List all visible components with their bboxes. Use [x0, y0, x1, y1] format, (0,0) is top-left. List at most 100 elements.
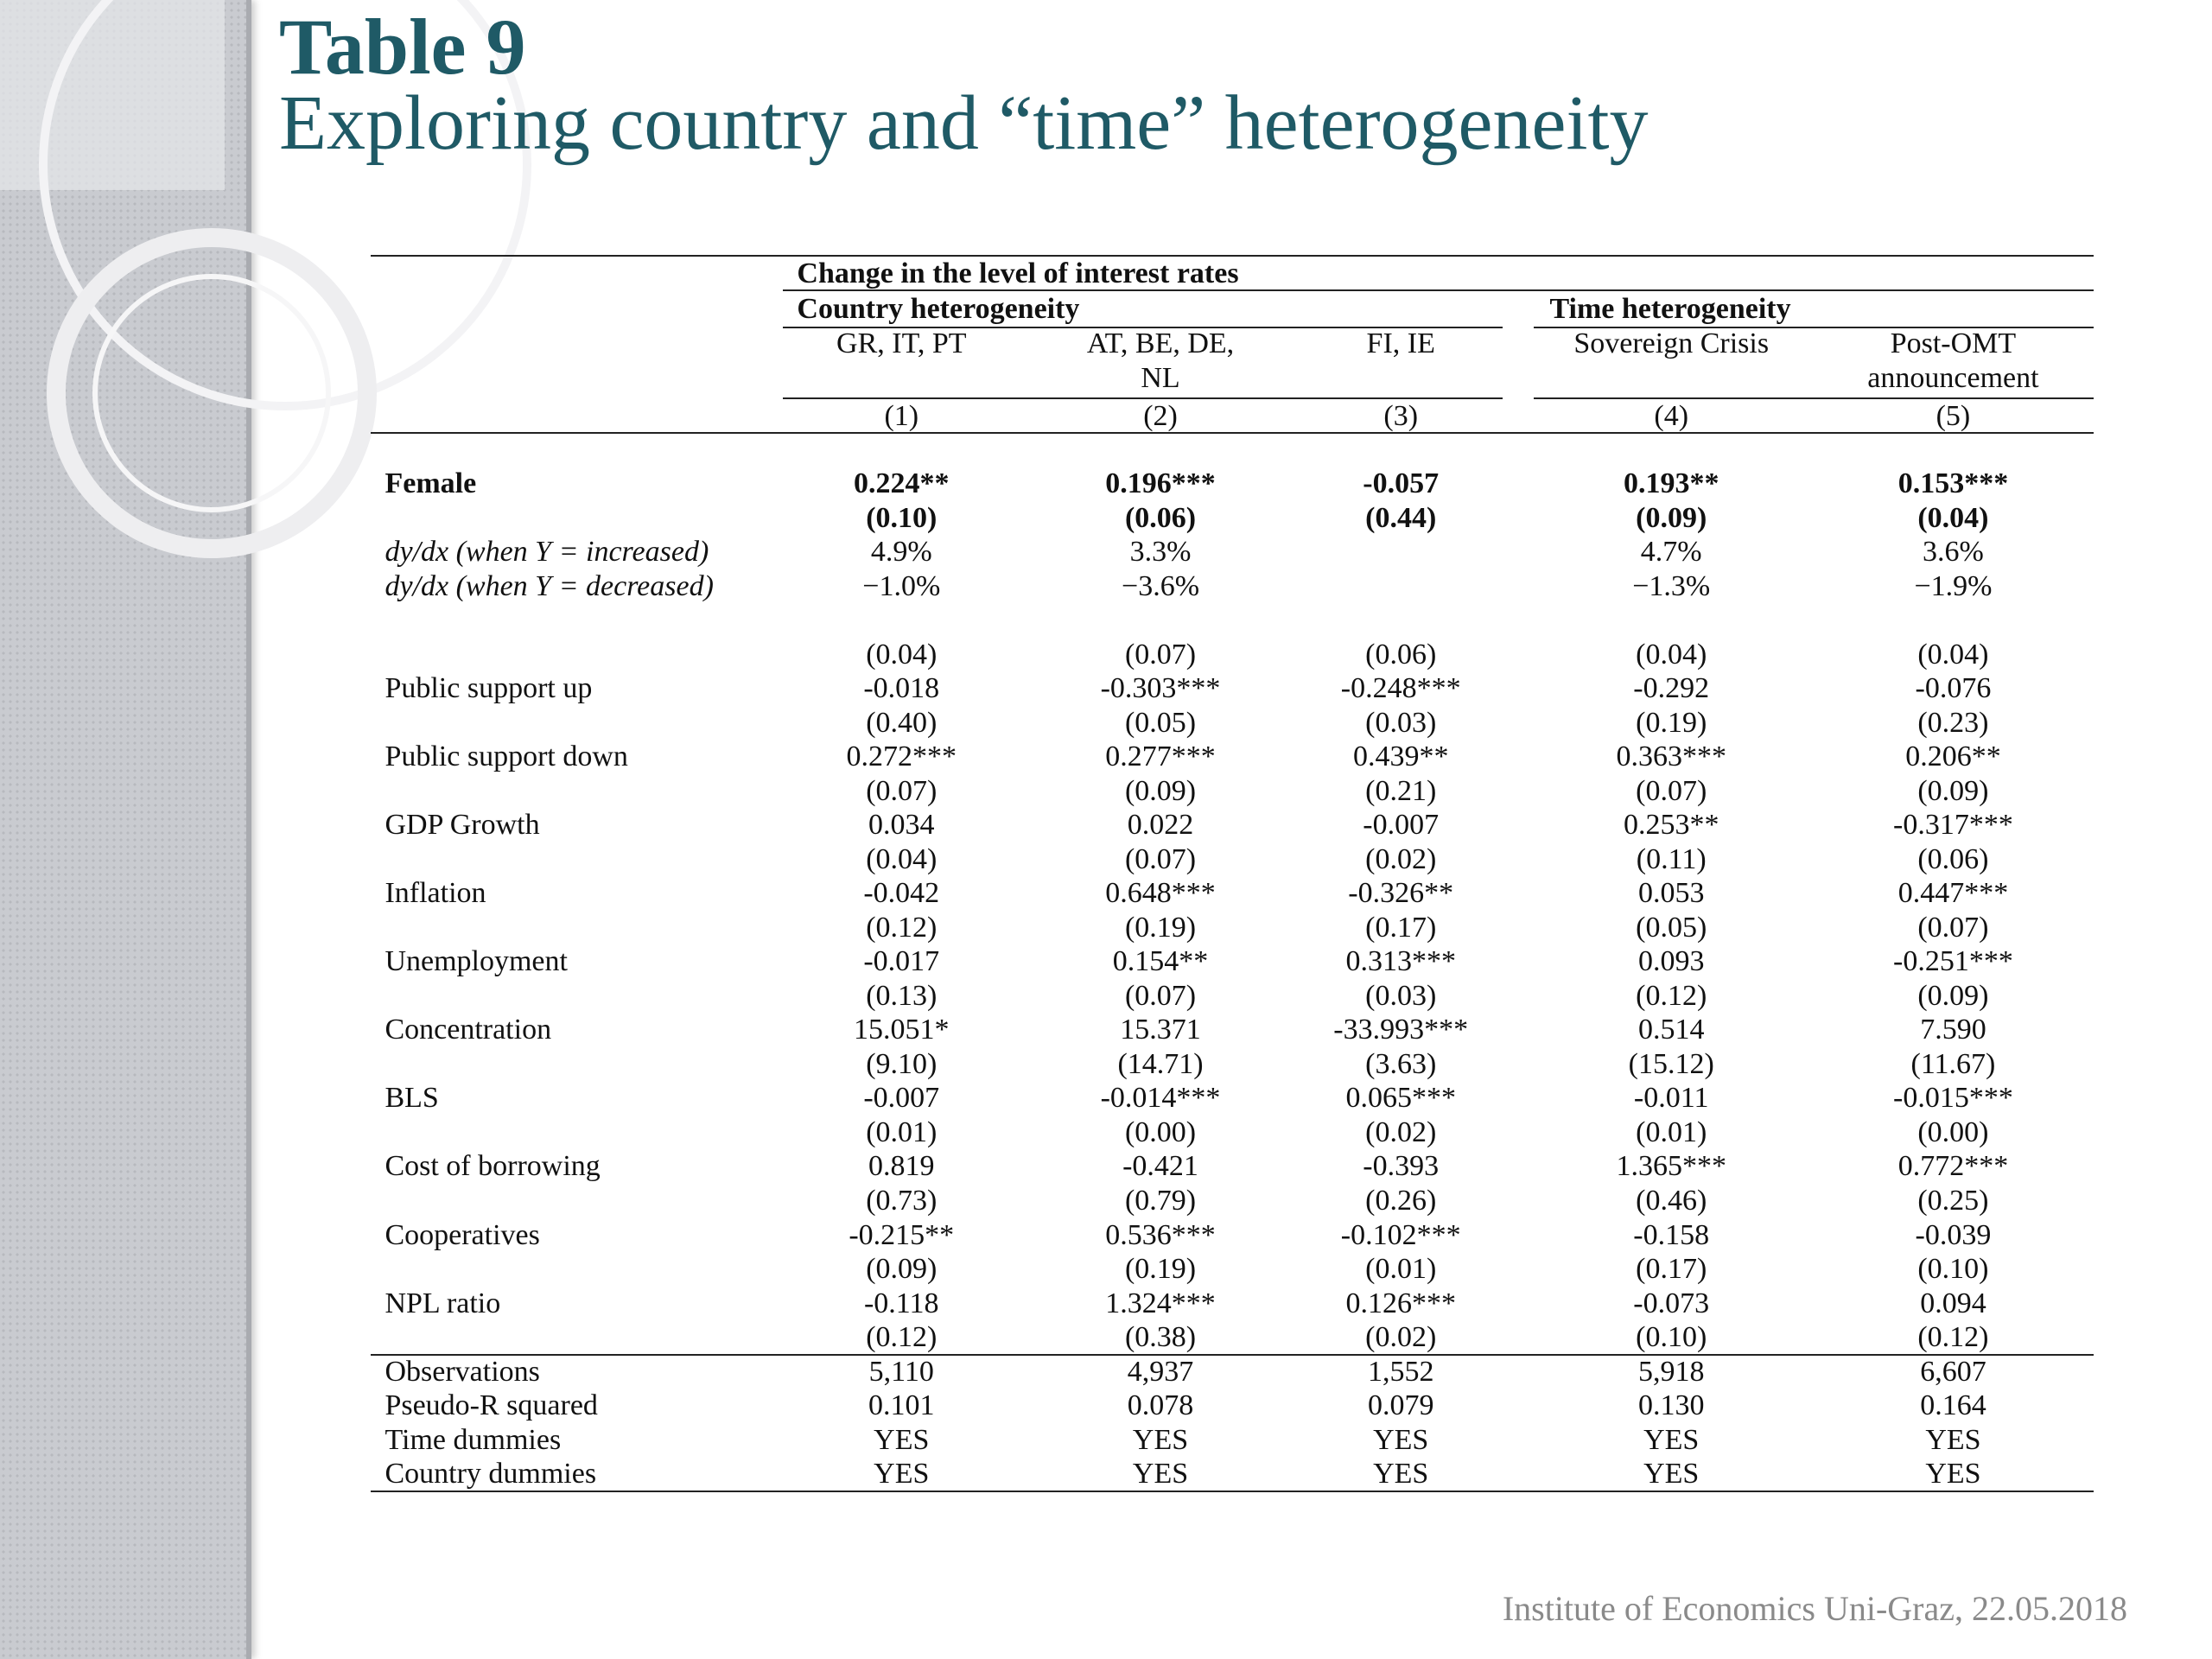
coefficient: 0.196*** — [1105, 467, 1216, 500]
cell: (0.00) — [1917, 1116, 1989, 1148]
cell: YES — [1643, 1458, 1700, 1491]
column-number: (1) — [884, 399, 919, 432]
row-label: Country dummies — [385, 1458, 597, 1491]
cell: 6,607 — [1920, 1355, 1986, 1388]
cell: (0.79) — [1124, 1185, 1197, 1217]
cell: (14.71) — [1117, 1047, 1204, 1080]
cell: YES — [874, 1458, 930, 1491]
cell: YES — [1132, 1458, 1189, 1491]
cell: (0.25) — [1917, 1185, 1989, 1217]
cell: 0.078 — [1127, 1389, 1194, 1422]
row-label: dy/dx (when Y = increased) — [385, 536, 709, 569]
cell: 0.514 — [1637, 1014, 1705, 1046]
cell: (0.02) — [1365, 1116, 1437, 1148]
column-number: (5) — [1936, 399, 1971, 432]
cell: (0.04) — [1636, 638, 1707, 671]
column-header: AT, BE, DE, — [1086, 327, 1235, 360]
cell: 4.7% — [1640, 536, 1702, 569]
cell: -0.014*** — [1100, 1082, 1221, 1115]
row-label: Public support up — [385, 672, 593, 705]
row-label: Cooperatives — [385, 1218, 540, 1251]
column-header: FI, IE — [1366, 327, 1435, 360]
cell: 5,918 — [1637, 1355, 1705, 1388]
cell: 0.819 — [868, 1150, 935, 1183]
cell: -0.015*** — [1893, 1082, 2013, 1115]
cell: (0.04) — [1917, 638, 1989, 671]
cell: -0.317*** — [1893, 809, 2013, 842]
cell: (0.02) — [1365, 1321, 1437, 1354]
cell: 0.772*** — [1897, 1150, 2009, 1183]
cell: YES — [874, 1423, 930, 1456]
footer: Institute of Economics Uni-Graz, 22.05.2… — [1502, 1589, 2127, 1628]
cell: (0.38) — [1124, 1321, 1197, 1354]
cell: -0.215** — [849, 1218, 955, 1251]
cell: (0.06) — [1365, 638, 1437, 671]
cell: 0.101 — [868, 1389, 935, 1422]
cell: 1,552 — [1367, 1355, 1434, 1388]
ring — [39, 0, 531, 410]
cell: -0.011 — [1633, 1082, 1709, 1115]
title: Table 9 — [279, 3, 526, 91]
cell: 1.365*** — [1616, 1150, 1726, 1183]
rule — [1534, 397, 2094, 399]
cell: (0.17) — [1636, 1253, 1707, 1286]
row-label: Unemployment — [385, 945, 568, 978]
cell: 0.648*** — [1105, 877, 1216, 910]
cell: -0.303*** — [1100, 672, 1221, 705]
cell: (0.07) — [1917, 911, 1989, 944]
row-label: Observations — [385, 1355, 540, 1388]
cell: 3.3% — [1129, 536, 1192, 569]
cell: (0.73) — [866, 1185, 938, 1217]
cell: 0.277*** — [1105, 741, 1216, 773]
cell: (0.07) — [1124, 842, 1197, 875]
rule — [782, 326, 1503, 328]
column-header: announcement — [1867, 361, 2039, 394]
cell: -0.393 — [1363, 1150, 1440, 1183]
cell: (0.02) — [1365, 842, 1437, 875]
cell: (0.09) — [1124, 774, 1197, 807]
cell: (9.10) — [866, 1047, 938, 1080]
cell: 0.363*** — [1616, 741, 1726, 773]
cell: 1.324*** — [1105, 1287, 1216, 1319]
column-header: Post-OMT — [1890, 327, 2017, 360]
cell: −1.0% — [862, 569, 941, 602]
cell: (0.07) — [1124, 979, 1197, 1012]
coefficient: 0.224** — [854, 467, 950, 500]
cell: (0.19) — [1636, 706, 1707, 739]
cell: YES — [1925, 1458, 1981, 1491]
cell: (0.04) — [866, 842, 938, 875]
cell: YES — [1643, 1423, 1700, 1456]
cell: (15.12) — [1628, 1047, 1714, 1080]
row-label: NPL ratio — [385, 1287, 501, 1319]
cell: YES — [1132, 1423, 1189, 1456]
cell: -0.039 — [1915, 1218, 1992, 1251]
standard-error: (0.09) — [1636, 501, 1707, 534]
standard-error: (0.06) — [1124, 501, 1197, 534]
cell: (0.12) — [1917, 1321, 1989, 1354]
cell: (0.05) — [1124, 706, 1197, 739]
cell: 0.093 — [1637, 945, 1705, 978]
ring — [47, 228, 377, 558]
cell: −3.6% — [1122, 569, 1200, 602]
row-label: BLS — [385, 1082, 439, 1115]
cell: (0.09) — [1917, 979, 1989, 1012]
cell: 0.164 — [1920, 1389, 1986, 1422]
row-label: Cost of borrowing — [385, 1150, 601, 1183]
cell: 0.094 — [1920, 1287, 1986, 1319]
cell: 0.022 — [1127, 809, 1194, 842]
cell: 0.536*** — [1105, 1218, 1216, 1251]
cell: -0.248*** — [1340, 672, 1461, 705]
cell: 3.6% — [1923, 536, 1984, 569]
row-label: GDP Growth — [385, 809, 540, 842]
cell: (0.12) — [866, 1321, 938, 1354]
row-label: dy/dx (when Y = decreased) — [385, 569, 714, 602]
cell: (3.63) — [1365, 1047, 1437, 1080]
cell: (0.11) — [1636, 842, 1707, 875]
rule — [782, 397, 1503, 399]
rule — [370, 254, 2094, 257]
cell: YES — [1373, 1458, 1429, 1491]
cell: -0.102*** — [1340, 1218, 1461, 1251]
row-label: Public support down — [385, 741, 628, 773]
